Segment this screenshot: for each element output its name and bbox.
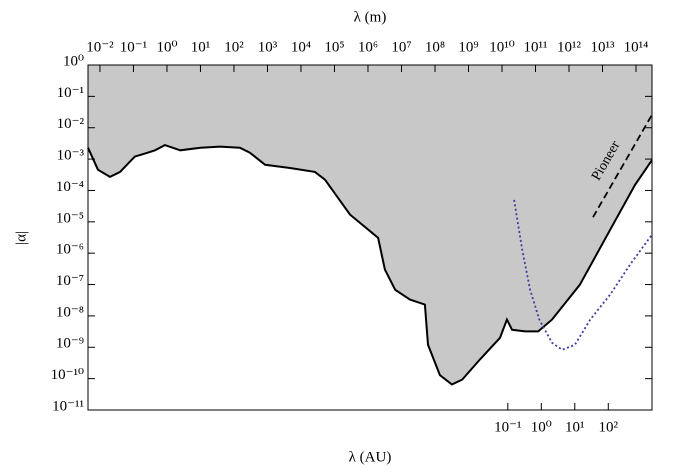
y-tick-label: 10⁻⁹ xyxy=(56,336,84,352)
x-tick-label-top: 10⁹ xyxy=(458,39,478,55)
x-tick-label-bottom: 10⁻¹ xyxy=(494,419,521,435)
x-tick-label-top: 10⁰ xyxy=(156,39,177,55)
x-axis-title-top: λ (m) xyxy=(354,9,387,25)
x-tick-label-top: 10¹⁴ xyxy=(624,39,649,55)
x-tick-label-top: 10⁻¹ xyxy=(120,39,147,55)
y-tick-label: 10⁻¹⁰ xyxy=(51,367,84,383)
y-tick-label: 10⁻⁷ xyxy=(56,273,84,289)
x-axis-title-bottom: λ (AU) xyxy=(349,449,392,465)
x-tick-label-top: 10⁻² xyxy=(86,39,114,55)
x-tick-label-bottom: 10⁰ xyxy=(531,419,552,435)
x-tick-label-top: 10⁴ xyxy=(291,39,311,55)
x-tick-label-top: 10¹ xyxy=(191,39,211,55)
x-tick-label-top: 10⁸ xyxy=(425,39,445,55)
curve xyxy=(592,114,653,218)
y-tick-label: 10⁻³ xyxy=(57,148,85,164)
x-tick-label-top: 10¹¹ xyxy=(524,39,548,55)
y-tick-label: 10⁻² xyxy=(57,116,85,132)
x-tick-label-top: 10² xyxy=(224,39,244,55)
excluded-region xyxy=(88,65,652,385)
y-tick-label: 10⁻⁵ xyxy=(56,210,84,226)
y-axis-title: |α| xyxy=(13,231,29,245)
x-tick-label-bottom: 10² xyxy=(599,419,619,435)
y-tick-label: 10⁻⁶ xyxy=(56,242,84,258)
curve xyxy=(513,199,653,351)
curve xyxy=(87,144,653,386)
x-tick-label-top: 10⁵ xyxy=(324,39,344,55)
plot-frame xyxy=(87,64,653,411)
x-tick-label-top: 10¹³ xyxy=(591,39,615,55)
y-tick-label: 10⁻¹ xyxy=(57,85,84,101)
y-tick-label: 10⁻⁴ xyxy=(56,179,84,195)
x-tick-label-top: 10⁶ xyxy=(358,39,378,55)
x-tick-label-top: 10³ xyxy=(258,39,278,55)
y-tick-label: 10⁻⁸ xyxy=(56,304,84,320)
y-tick-label: 10⁰ xyxy=(63,53,84,69)
x-tick-label-top: 10⁷ xyxy=(391,39,411,55)
y-tick-label: 10⁻¹¹ xyxy=(52,398,84,414)
x-tick-label-bottom: 10¹ xyxy=(565,419,585,435)
x-tick-label-top: 10¹² xyxy=(557,39,581,55)
x-tick-label-top: 10¹⁰ xyxy=(489,39,515,55)
